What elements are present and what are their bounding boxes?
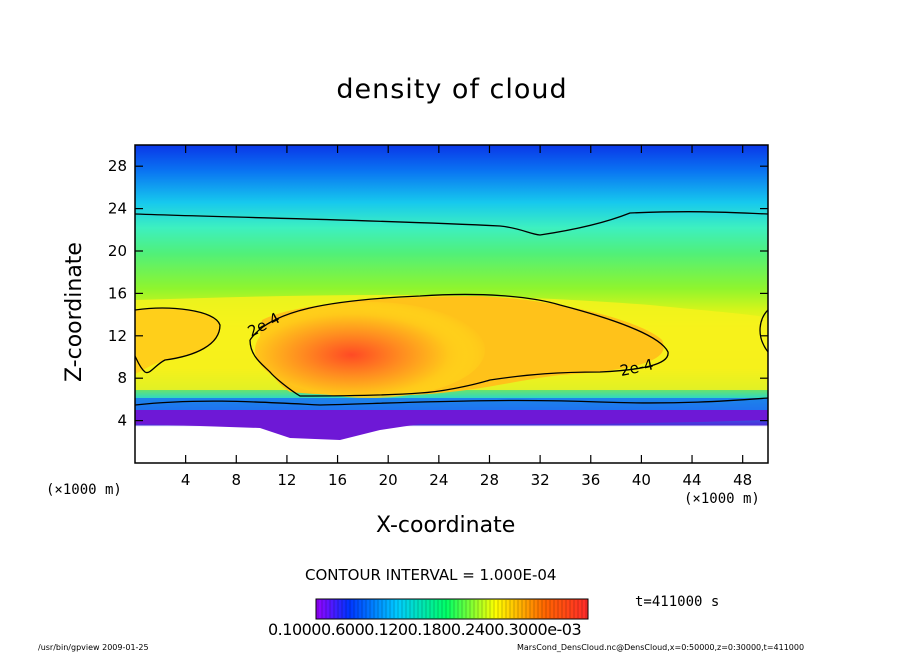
y-axis-unit: (×1000 m) xyxy=(46,482,122,498)
x-tick-label: 24 xyxy=(429,471,448,489)
contour-interval-label: CONTOUR INTERVAL = 1.000E-04 xyxy=(305,566,557,584)
y-tick-label: 24 xyxy=(108,200,127,218)
left-blob xyxy=(135,308,221,374)
lower-blue-layer xyxy=(135,398,768,410)
y-tick-label: 16 xyxy=(108,284,127,302)
contour-24km xyxy=(135,211,768,236)
x-tick-label: 48 xyxy=(733,471,752,489)
contour-lower xyxy=(135,397,768,406)
x-tick-label: 28 xyxy=(480,471,499,489)
x-tick-label: 32 xyxy=(531,471,550,489)
chart-title: density of cloud xyxy=(336,74,568,105)
x-tick-label: 40 xyxy=(632,471,651,489)
plot-frame xyxy=(134,144,769,464)
x-axis-label: X-coordinate xyxy=(376,513,516,538)
x-tick-label: 12 xyxy=(277,471,296,489)
footer-right: MarsCond_DensCloud.nc@DensCloud,x=0:5000… xyxy=(517,643,805,652)
x-tick-label: 44 xyxy=(682,471,701,489)
y-tick-label: 4 xyxy=(117,412,127,430)
y-tick-label: 12 xyxy=(108,327,127,345)
time-label: t=411000 s xyxy=(635,594,720,610)
x-tick-label: 4 xyxy=(181,471,191,489)
contour-2e4-left xyxy=(135,307,221,374)
y-axis-ticks: 4 8 12 16 20 24 28 xyxy=(108,157,768,430)
y-tick-label: 28 xyxy=(108,157,127,175)
x-axis-ticks: 4 8 12 16 20 24 28 32 36 40 44 48 xyxy=(181,145,752,489)
y-tick-label: 20 xyxy=(108,242,127,260)
x-axis-unit: (×1000 m) xyxy=(684,491,760,507)
x-tick-label: 8 xyxy=(232,471,242,489)
colorbar xyxy=(315,598,589,620)
y-tick-label: 8 xyxy=(117,369,127,387)
cloud-core xyxy=(255,302,485,398)
contour-right-edge xyxy=(759,309,768,353)
purple-floor xyxy=(135,410,768,440)
contour-2e4-main xyxy=(249,293,669,397)
x-tick-label: 36 xyxy=(581,471,600,489)
x-tick-label: 20 xyxy=(379,471,398,489)
colorbar-tick-labels: 0.10000.6000.1200.1800.2400.3000e-03 xyxy=(268,620,582,639)
colorbar-stripes xyxy=(317,600,587,618)
x-tick-label: 16 xyxy=(328,471,347,489)
footer-left: /usr/bin/gpview 2009-01-25 xyxy=(38,643,149,652)
